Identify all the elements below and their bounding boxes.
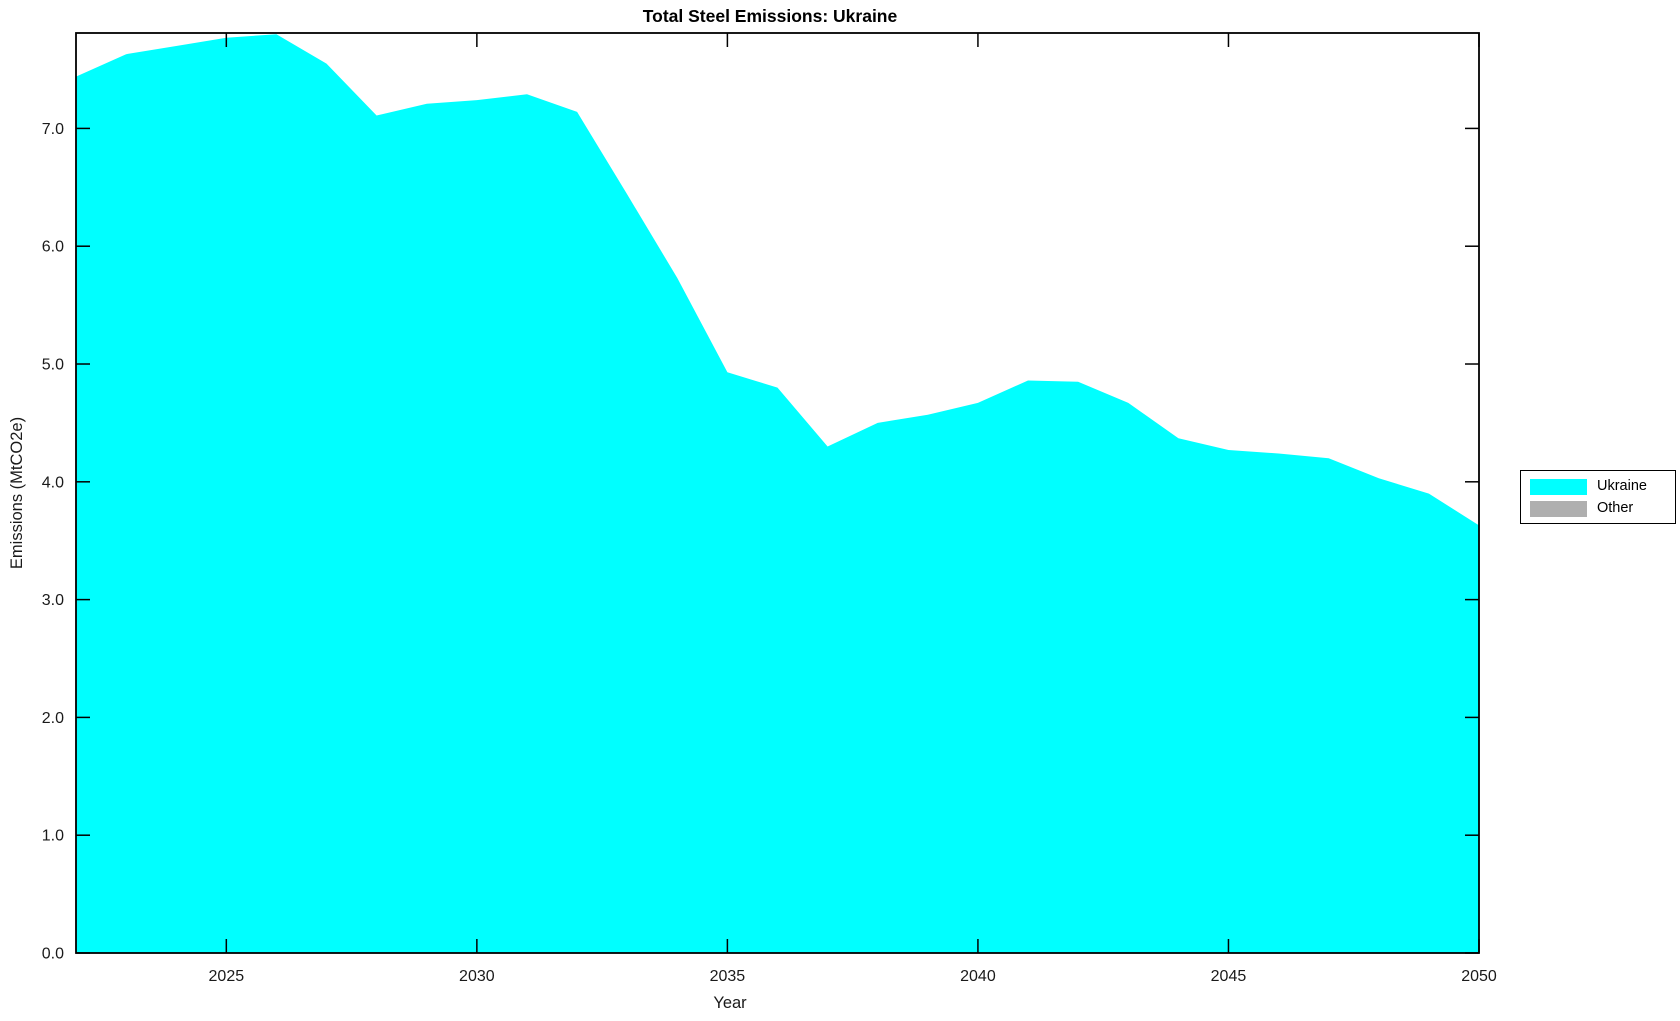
tick-label: 5.0: [42, 357, 64, 374]
legend-entry-ukraine: Ukraine: [1530, 478, 1666, 495]
tick-label: 0.0: [42, 946, 64, 963]
plot-border: [75, 32, 1480, 954]
legend-swatch-ukraine: [1530, 478, 1587, 495]
chart-title: Total Steel Emissions: Ukraine: [643, 6, 898, 26]
tick-label: 2045: [1211, 968, 1247, 985]
x-axis-label: Year: [713, 994, 747, 1012]
x-axis-tick-labels: 2025 2030 2035 2040 2045 2050: [209, 968, 1497, 985]
legend-entry-other: Other: [1530, 500, 1666, 517]
legend: Ukraine Other: [1520, 470, 1676, 524]
legend-label: Other: [1597, 500, 1634, 516]
area-series-ukraine: [76, 34, 1479, 953]
tick-label: 3.0: [42, 592, 64, 609]
tick-label: 2030: [459, 968, 495, 985]
tick-label: 2035: [710, 968, 746, 985]
tick-label: 1.0: [42, 828, 64, 845]
tick-label: 2040: [960, 968, 996, 985]
tick-label: 2050: [1461, 968, 1497, 985]
legend-swatch-other: [1530, 500, 1587, 517]
y-axis-label: Emissions (MtCO2e): [8, 417, 26, 569]
tick-label: 2.0: [42, 710, 64, 727]
tick-label: 4.0: [42, 474, 64, 491]
tick-label: 7.0: [42, 121, 64, 138]
legend-label: Ukraine: [1597, 478, 1647, 494]
tick-label: 6.0: [42, 239, 64, 256]
y-axis-tick-labels: 0.0 1.0 2.0 3.0 4.0 5.0 6.0 7.0: [42, 121, 64, 963]
tick-label: 2025: [209, 968, 245, 985]
